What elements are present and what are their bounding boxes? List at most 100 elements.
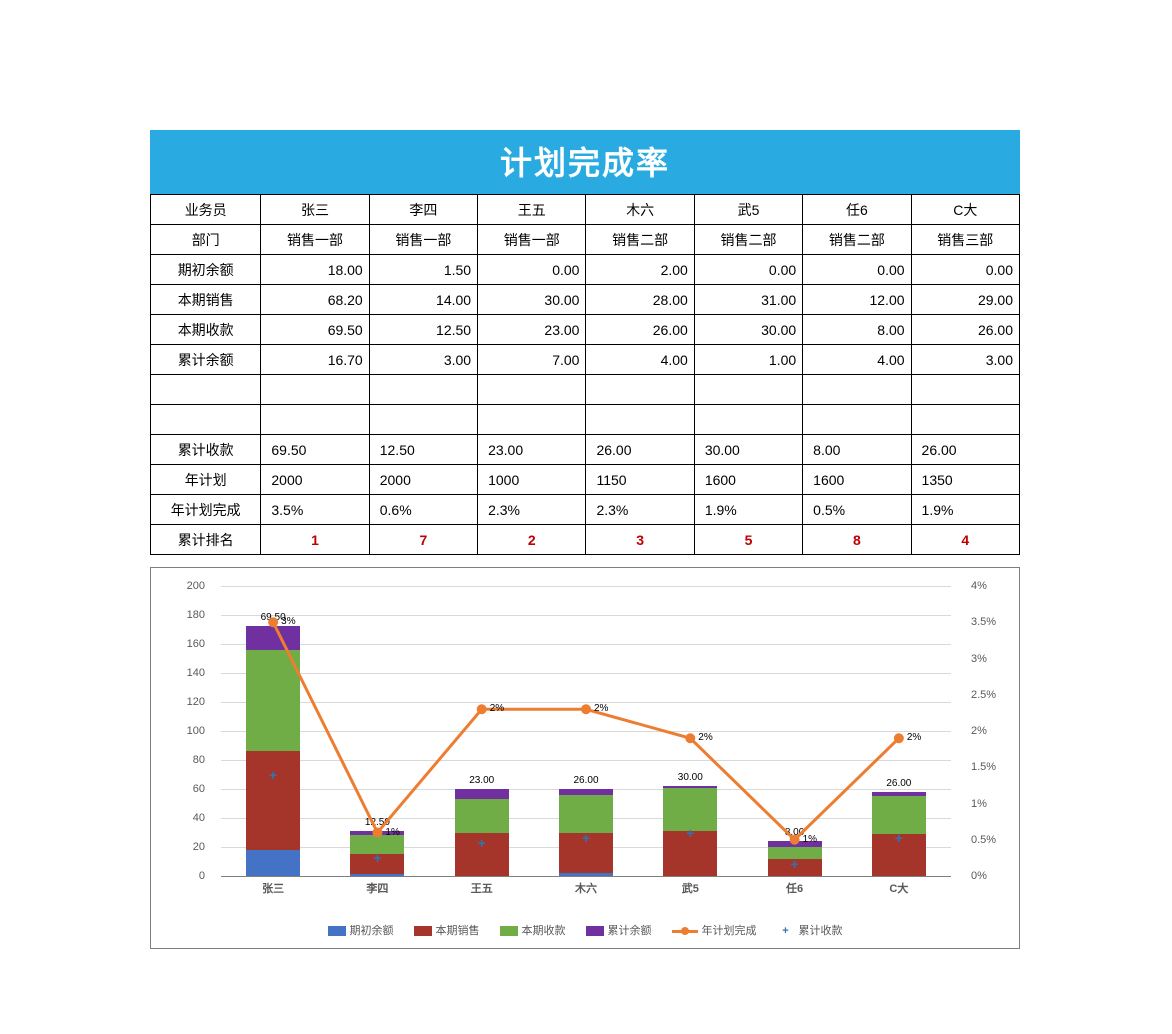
table-cell: 0.00 <box>911 255 1019 285</box>
row-label: 本期销售 <box>151 285 261 315</box>
line-label: 2% <box>594 703 608 714</box>
table-cell: 28.00 <box>586 285 694 315</box>
table-cell: 29.00 <box>911 285 1019 315</box>
table-cell: 12.00 <box>803 285 911 315</box>
y-right-tick: 2.5% <box>971 689 1027 701</box>
table-cell: 5 <box>694 525 802 555</box>
col-header: C大 <box>911 195 1019 225</box>
legend-item: 本期收款 <box>500 922 566 938</box>
table-cell: 1.9% <box>694 495 802 525</box>
table-cell: 1600 <box>694 465 802 495</box>
line-marker <box>894 733 904 743</box>
table-cell: 3 <box>586 525 694 555</box>
table-cell: 8 <box>803 525 911 555</box>
x-tick: 王五 <box>471 880 493 896</box>
table-cell: 12.50 <box>369 435 477 465</box>
line-series <box>273 622 899 840</box>
line-label: 1% <box>803 834 817 845</box>
table-cell <box>694 405 802 435</box>
table-cell: 销售二部 <box>694 225 802 255</box>
col-header-label: 业务员 <box>151 195 261 225</box>
line-label: 1% <box>385 827 399 838</box>
y-left-tick: 80 <box>143 754 205 766</box>
table-cell: 0.5% <box>803 495 911 525</box>
table-cell: 7.00 <box>478 345 586 375</box>
y-right-tick: 0% <box>971 870 1027 882</box>
y-right-tick: 4% <box>971 580 1027 592</box>
col-header: 张三 <box>261 195 369 225</box>
table-cell <box>803 405 911 435</box>
table-cell: 2 <box>478 525 586 555</box>
table-cell <box>261 405 369 435</box>
y-right-tick: 1.5% <box>971 761 1027 773</box>
table-cell: 2000 <box>369 465 477 495</box>
row-label: 累计收款 <box>151 435 261 465</box>
table-cell <box>803 375 911 405</box>
row-label: 年计划 <box>151 465 261 495</box>
y-left-tick: 20 <box>143 841 205 853</box>
col-header: 武5 <box>694 195 802 225</box>
table-cell: 14.00 <box>369 285 477 315</box>
col-header: 李四 <box>369 195 477 225</box>
row-label: 累计排名 <box>151 525 261 555</box>
table-cell: 2.3% <box>478 495 586 525</box>
row-label: 期初余额 <box>151 255 261 285</box>
table-cell: 26.00 <box>586 315 694 345</box>
y-left-tick: 140 <box>143 667 205 679</box>
line-label: 2% <box>907 732 921 743</box>
table-cell: 26.00 <box>911 315 1019 345</box>
table-cell: 31.00 <box>694 285 802 315</box>
table-cell: 30.00 <box>694 315 802 345</box>
table-cell: 销售一部 <box>369 225 477 255</box>
legend-item: 本期销售 <box>414 922 480 938</box>
table-cell <box>369 375 477 405</box>
table-cell: 1.50 <box>369 255 477 285</box>
legend-item: 期初余额 <box>328 922 394 938</box>
table-cell: 4.00 <box>803 345 911 375</box>
x-tick: 武5 <box>682 880 699 896</box>
table-cell <box>478 375 586 405</box>
y-left-tick: 160 <box>143 638 205 650</box>
table-cell: 23.00 <box>478 435 586 465</box>
table-cell: 销售一部 <box>478 225 586 255</box>
table-cell: 1350 <box>911 465 1019 495</box>
y-left-tick: 40 <box>143 812 205 824</box>
table-cell: 2.3% <box>586 495 694 525</box>
table-cell: 69.50 <box>261 315 369 345</box>
x-tick: 任6 <box>786 880 803 896</box>
col-header: 木六 <box>586 195 694 225</box>
table-cell <box>586 405 694 435</box>
row-label: 年计划完成 <box>151 495 261 525</box>
table-cell: 3.00 <box>911 345 1019 375</box>
table-cell: 1.00 <box>694 345 802 375</box>
line-marker <box>685 733 695 743</box>
line-marker <box>581 704 591 714</box>
line-label: 3% <box>281 616 295 627</box>
y-right-tick: 2% <box>971 725 1027 737</box>
line-label: 2% <box>698 732 712 743</box>
table-cell: 4.00 <box>586 345 694 375</box>
y-right-tick: 1% <box>971 798 1027 810</box>
x-tick: 李四 <box>366 880 388 896</box>
table-cell: 销售一部 <box>261 225 369 255</box>
table-cell: 4 <box>911 525 1019 555</box>
row-label: 部门 <box>151 225 261 255</box>
row-label <box>151 375 261 405</box>
table-cell <box>478 405 586 435</box>
table-cell: 8.00 <box>803 435 911 465</box>
table-cell: 0.00 <box>694 255 802 285</box>
data-table: 业务员张三李四王五木六武5任6C大部门销售一部销售一部销售一部销售二部销售二部销… <box>150 194 1020 555</box>
table-cell <box>694 375 802 405</box>
y-left-tick: 100 <box>143 725 205 737</box>
legend-item: 累计余额 <box>586 922 652 938</box>
y-left-tick: 60 <box>143 783 205 795</box>
y-left-tick: 180 <box>143 609 205 621</box>
y-right-tick: 3% <box>971 653 1027 665</box>
table-cell <box>586 375 694 405</box>
table-cell: 68.20 <box>261 285 369 315</box>
table-cell: 0.6% <box>369 495 477 525</box>
table-cell: 2000 <box>261 465 369 495</box>
col-header: 王五 <box>478 195 586 225</box>
table-cell: 1150 <box>586 465 694 495</box>
line-label: 2% <box>490 703 504 714</box>
